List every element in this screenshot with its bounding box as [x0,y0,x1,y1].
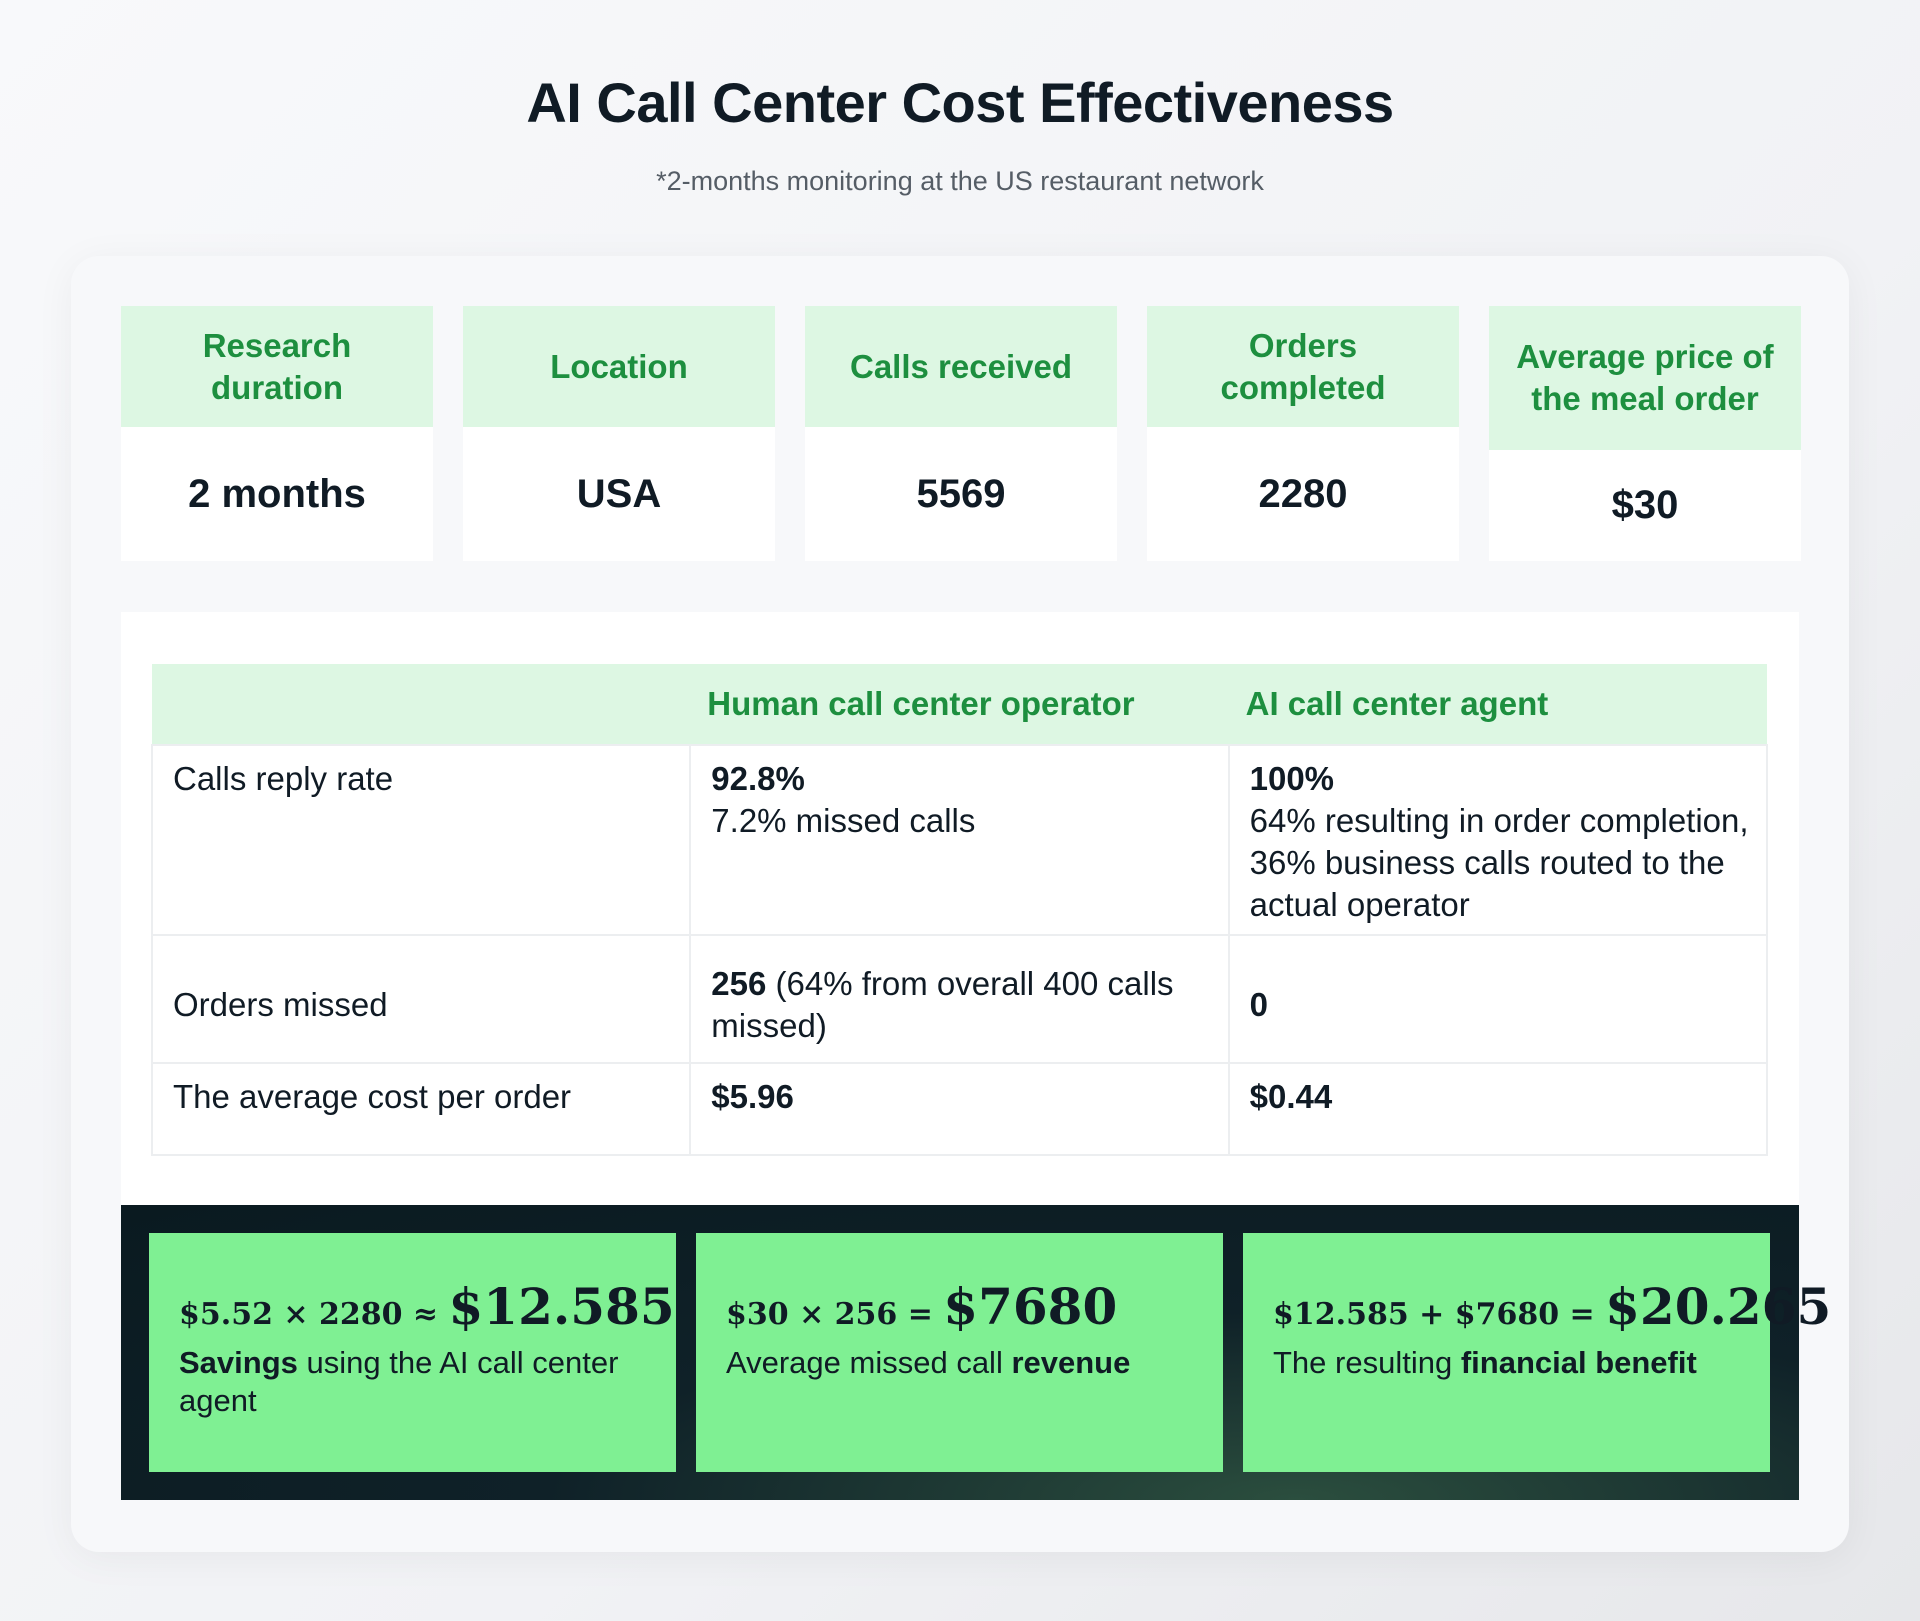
table-row: Orders missed 256 (64% from overall 400 … [150,934,1769,1064]
summary-savings: $5.52 × 2280 ≈ $12.585 Savings using the… [149,1233,676,1472]
desc-bold: revenue [1011,1345,1131,1380]
comparison-table: Human call center operator AI call cente… [150,664,1769,1156]
formula-result: $7680 [943,1277,1118,1336]
table-row: Calls reply rate 92.8% 7.2% missed calls… [150,744,1769,936]
ai-cell: $0.44 [1227,1062,1769,1156]
stat-label: Average price of the meal order [1489,306,1801,450]
stats-row: Research duration 2 months Location USA … [121,306,1801,561]
main-card: Research duration 2 months Location USA … [71,256,1849,1552]
ai-value: $0.44 [1249,1078,1333,1115]
row-label: The average cost per order [150,1062,692,1156]
stat-label: Orders completed [1147,306,1459,427]
row-label: Orders missed [150,934,692,1064]
human-value: $5.96 [711,1078,794,1115]
stat-value: 2 months [188,471,366,516]
page-title: AI Call Center Cost Effectiveness [526,71,1394,134]
human-cell: 256 (64% from overall 400 calls missed) [689,934,1230,1064]
stat-average-price: Average price of the meal order $30 [1489,306,1801,561]
ai-note: 64% resulting in order completion, 36% b… [1249,802,1749,923]
stat-orders-completed: Orders completed 2280 [1147,306,1459,561]
summary-benefit: $12.585 + $7680 = $20.265 The resulting … [1243,1233,1831,1472]
formula-result: $20.265 [1605,1277,1832,1336]
desc-bold: financial benefit [1460,1345,1697,1380]
ai-cell: 0 [1227,934,1769,1064]
human-note: (64% from overall 400 calls missed) [711,965,1174,1044]
desc-text: Average missed call [726,1345,1012,1380]
human-cell: 92.8% 7.2% missed calls [689,744,1230,936]
summary-description: The resulting financial benefit [1273,1344,1740,1382]
stat-label: Research duration [121,306,433,427]
stat-value: 5569 [916,471,1006,516]
formula-expression: $30 × 256 = [726,1297,944,1332]
stat-value: USA [576,471,662,516]
table-header-ai: AI call center agent [1228,664,1767,745]
row-label: Calls reply rate [150,744,692,936]
summary-description: Average missed call revenue [726,1344,1193,1382]
ai-value: 100% [1249,760,1335,797]
table-header-empty [152,664,691,745]
formula-result: $12.585 [448,1277,675,1336]
stat-location: Location USA [463,306,775,561]
stat-label: Calls received [805,306,1117,427]
stat-calls-received: Calls received 5569 [805,306,1117,561]
ai-value: 0 [1249,986,1268,1023]
table-header-row: Human call center operator AI call cente… [152,664,1767,745]
summary-revenue: $30 × 256 = $7680 Average missed call re… [696,1233,1223,1472]
desc-bold: Savings [179,1345,298,1380]
human-cell: $5.96 [689,1062,1230,1156]
human-value: 256 [711,965,767,1002]
summary-formula: $30 × 256 = $7680 [726,1277,1193,1336]
summary-panel: $5.52 × 2280 ≈ $12.585 Savings using the… [121,1205,1831,1500]
stat-value: 2280 [1258,471,1348,516]
desc-text: using the AI call center agent [179,1345,619,1418]
comparison-section: Human call center operator AI call cente… [121,612,1799,1205]
summary-formula: $5.52 × 2280 ≈ $12.585 [179,1277,675,1336]
summary-formula: $12.585 + $7680 = $20.265 [1273,1277,1831,1336]
table-row: The average cost per order $5.96 $0.44 [150,1062,1769,1156]
human-value: 92.8% [711,760,805,797]
table-header-human: Human call center operator [690,664,1229,745]
formula-expression: $12.585 + $7680 = [1273,1297,1606,1332]
desc-text: The resulting [1273,1345,1461,1380]
formula-expression: $5.52 × 2280 ≈ [179,1297,449,1332]
human-note: 7.2% missed calls [711,802,976,839]
summary-description: Savings using the AI call center agent [179,1344,646,1420]
stat-research-duration: Research duration 2 months [121,306,433,561]
page-subtitle: *2-months monitoring at the US restauran… [656,166,1264,196]
stat-value: $30 [1611,483,1679,527]
ai-cell: 100% 64% resulting in order completion, … [1227,744,1769,936]
stat-label: Location [463,306,775,427]
